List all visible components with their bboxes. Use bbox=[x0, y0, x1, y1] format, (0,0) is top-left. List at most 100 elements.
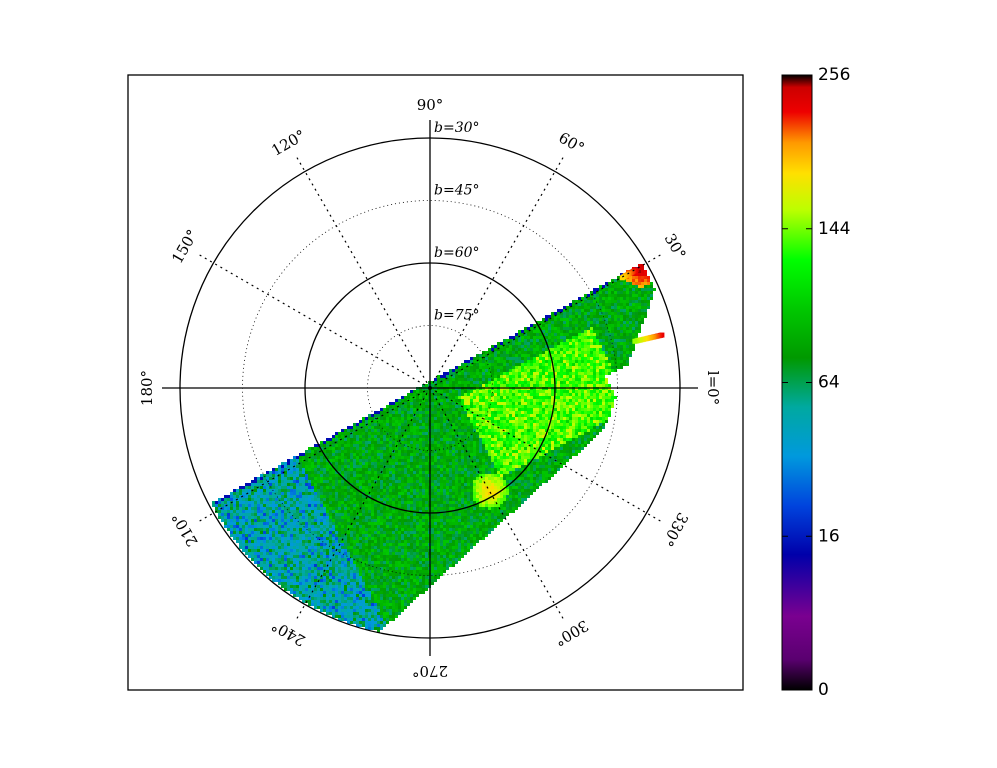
heatmap-cell bbox=[443, 486, 446, 489]
heatmap-cell bbox=[578, 450, 581, 453]
heatmap-cell bbox=[503, 345, 506, 348]
heatmap-cell bbox=[374, 495, 377, 498]
heatmap-cell bbox=[602, 309, 605, 312]
heatmap-cell bbox=[389, 408, 392, 411]
heatmap-cell bbox=[431, 465, 434, 468]
heatmap-cell bbox=[437, 489, 440, 492]
heatmap-cell bbox=[536, 414, 539, 417]
heatmap-cell bbox=[437, 375, 440, 378]
heatmap-cell bbox=[632, 321, 635, 324]
heatmap-cell bbox=[374, 489, 377, 492]
heatmap-cell bbox=[443, 447, 446, 450]
heatmap-cell bbox=[485, 444, 488, 447]
heatmap-cell bbox=[626, 309, 629, 312]
heatmap-cell bbox=[545, 471, 548, 474]
heatmap-cell bbox=[497, 384, 500, 387]
heatmap-cell bbox=[254, 483, 257, 486]
heatmap-cell bbox=[344, 480, 347, 483]
heatmap-cell bbox=[368, 456, 371, 459]
heatmap-cell bbox=[479, 372, 482, 375]
heatmap-cell bbox=[455, 375, 458, 378]
heatmap-cell bbox=[497, 480, 500, 483]
heatmap-cell bbox=[239, 489, 242, 492]
heatmap-cell bbox=[506, 351, 509, 354]
heatmap-cell bbox=[605, 318, 608, 321]
heatmap-cell bbox=[479, 423, 482, 426]
heatmap-cell bbox=[554, 468, 557, 471]
heatmap-cell bbox=[605, 297, 608, 300]
heatmap-cell bbox=[584, 327, 587, 330]
heatmap-cell bbox=[575, 396, 578, 399]
heatmap-cell bbox=[602, 300, 605, 303]
heatmap-cell bbox=[491, 381, 494, 384]
heatmap-cell bbox=[389, 486, 392, 489]
heatmap-cell bbox=[533, 435, 536, 438]
heatmap-cell bbox=[557, 450, 560, 453]
heatmap-cell bbox=[449, 495, 452, 498]
heatmap-cell bbox=[518, 465, 521, 468]
heatmap-cell bbox=[452, 432, 455, 435]
heatmap-cell bbox=[362, 450, 365, 453]
heatmap-cell bbox=[560, 453, 563, 456]
heatmap-cell bbox=[542, 480, 545, 483]
heatmap-cell bbox=[563, 354, 566, 357]
heatmap-cell bbox=[350, 462, 353, 465]
heatmap-cell bbox=[389, 453, 392, 456]
heatmap-cell bbox=[599, 372, 602, 375]
heatmap-cell bbox=[503, 435, 506, 438]
heatmap-cell bbox=[284, 465, 287, 468]
heatmap-cell bbox=[581, 435, 584, 438]
heatmap-cell bbox=[425, 438, 428, 441]
heatmap-cell bbox=[410, 447, 413, 450]
heatmap-cell bbox=[398, 408, 401, 411]
heatmap-cell bbox=[629, 279, 632, 282]
heatmap-cell bbox=[359, 477, 362, 480]
heatmap-cell bbox=[455, 462, 458, 465]
heatmap-cell bbox=[434, 492, 437, 495]
heatmap-cell bbox=[629, 312, 632, 315]
heatmap-cell bbox=[458, 483, 461, 486]
heatmap-cell bbox=[494, 432, 497, 435]
heatmap-cell bbox=[596, 312, 599, 315]
heatmap-cell bbox=[536, 456, 539, 459]
heatmap-cell bbox=[290, 498, 293, 501]
heatmap-cell bbox=[515, 396, 518, 399]
heatmap-cell bbox=[434, 417, 437, 420]
heatmap-cell bbox=[407, 438, 410, 441]
heatmap-cell bbox=[488, 405, 491, 408]
heatmap-cell bbox=[491, 486, 494, 489]
heatmap-cell bbox=[536, 420, 539, 423]
heatmap-cell bbox=[515, 444, 518, 447]
heatmap-cell bbox=[413, 399, 416, 402]
heatmap-cell bbox=[272, 501, 275, 504]
heatmap-cell bbox=[359, 423, 362, 426]
heatmap-cell bbox=[443, 474, 446, 477]
heatmap-cell bbox=[632, 324, 635, 327]
heatmap-cell bbox=[599, 321, 602, 324]
heatmap-cell bbox=[497, 411, 500, 414]
heatmap-cell bbox=[575, 375, 578, 378]
heatmap-cell bbox=[266, 483, 269, 486]
heatmap-cell bbox=[602, 426, 605, 429]
heatmap-cell bbox=[236, 501, 239, 504]
heatmap-cell bbox=[395, 423, 398, 426]
heatmap-cell bbox=[410, 480, 413, 483]
heatmap-cell bbox=[476, 381, 479, 384]
heatmap-cell bbox=[542, 354, 545, 357]
heatmap-cell bbox=[548, 474, 551, 477]
heatmap-cell bbox=[302, 483, 305, 486]
heatmap-cell bbox=[494, 486, 497, 489]
heatmap-cell bbox=[407, 495, 410, 498]
heatmap-cell bbox=[593, 369, 596, 372]
heatmap-cell bbox=[455, 396, 458, 399]
heatmap-cell bbox=[509, 495, 512, 498]
heatmap-cell bbox=[521, 360, 524, 363]
heatmap-cell bbox=[632, 345, 635, 348]
heatmap-cell bbox=[548, 471, 551, 474]
heatmap-cell bbox=[638, 315, 641, 318]
heatmap-cell bbox=[551, 444, 554, 447]
heatmap-cell bbox=[449, 405, 452, 408]
heatmap-cell bbox=[446, 381, 449, 384]
heatmap-cell bbox=[437, 456, 440, 459]
heatmap-cell bbox=[458, 390, 461, 393]
